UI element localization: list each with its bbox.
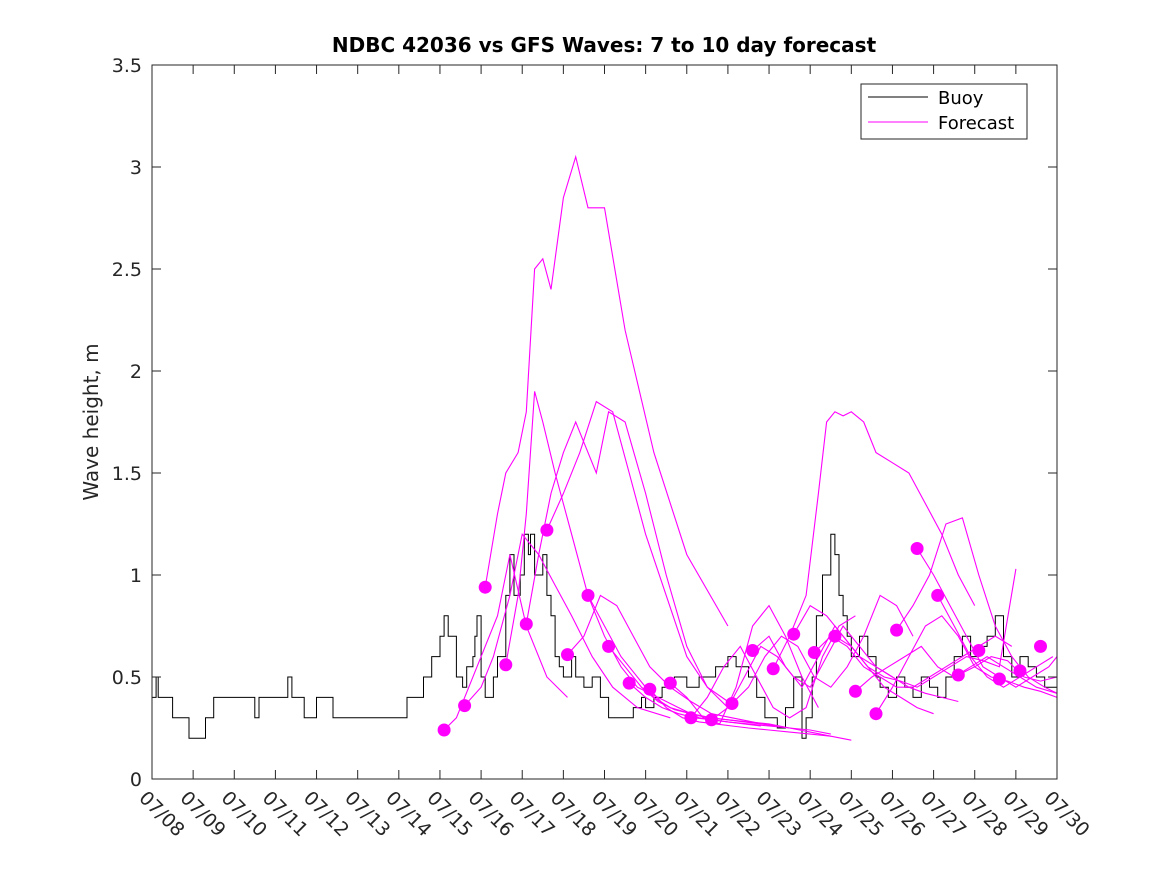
forecast-marker-23 bbox=[890, 623, 904, 637]
x-tick-label-13: 07/21 bbox=[669, 787, 723, 841]
forecast-marker-13 bbox=[684, 711, 698, 725]
x-tick-label-17: 07/25 bbox=[834, 787, 888, 841]
x-tick-label-3: 07/11 bbox=[258, 787, 312, 841]
forecast-series-line-7 bbox=[567, 594, 774, 727]
forecast-marker-22 bbox=[869, 707, 883, 721]
y-axis-label: Wave height, m bbox=[79, 343, 103, 500]
x-tick-label-12: 07/20 bbox=[628, 787, 682, 841]
x-tick-label-15: 07/23 bbox=[751, 787, 805, 841]
x-tick-label-5: 07/13 bbox=[340, 787, 394, 841]
legend-box bbox=[860, 83, 1028, 140]
forecast-marker-2 bbox=[458, 699, 472, 713]
chart-title: NDBC 42036 vs GFS Waves: 7 to 10 day for… bbox=[332, 33, 877, 57]
x-tick-label-16: 07/24 bbox=[793, 787, 847, 841]
forecast-series-line-23 bbox=[896, 517, 1058, 694]
forecast-series-line-24 bbox=[916, 548, 1058, 688]
forecast-series-line-3 bbox=[484, 154, 729, 627]
forecast-marker-4 bbox=[499, 658, 513, 672]
x-tick-label-19: 07/27 bbox=[916, 787, 970, 841]
y-tick-label-3: 1.5 bbox=[112, 463, 142, 485]
forecast-marker-29 bbox=[1013, 664, 1027, 678]
y-tick-label-1: 0.5 bbox=[112, 667, 142, 689]
forecast-marker-18 bbox=[787, 627, 801, 641]
forecast-marker-9 bbox=[602, 639, 616, 653]
forecast-series-line-20 bbox=[834, 568, 1017, 688]
forecast-marker-27 bbox=[972, 644, 986, 657]
forecast-marker-14 bbox=[705, 713, 718, 727]
forecast-marker-26 bbox=[951, 668, 965, 682]
forecast-series-line-26 bbox=[958, 656, 1058, 682]
x-tick-label-11: 07/19 bbox=[587, 787, 641, 841]
forecast-series-line-14 bbox=[711, 625, 893, 721]
forecast-marker-5 bbox=[519, 617, 533, 631]
forecast-marker-10 bbox=[622, 676, 636, 690]
forecast-marker-1 bbox=[437, 723, 451, 737]
forecast-series-line-10 bbox=[628, 682, 831, 735]
forecast-series-line-2 bbox=[464, 532, 671, 719]
forecast-marker-16 bbox=[746, 644, 760, 657]
forecast-marker-7 bbox=[561, 648, 574, 662]
forecast-series-line-11 bbox=[649, 688, 831, 737]
forecast-series-line-17 bbox=[772, 411, 976, 670]
y-axis: 0 0.5 1 1.5 2 2.5 3 3.5 bbox=[112, 55, 1057, 791]
legend: Buoy Forecast bbox=[860, 83, 1028, 140]
x-tick-label-2: 07/10 bbox=[217, 787, 271, 841]
x-tick-label-10: 07/18 bbox=[546, 787, 600, 841]
forecast-marker-15 bbox=[725, 697, 739, 710]
x-tick-label-0: 07/08 bbox=[134, 787, 188, 841]
forecast-series-line-22 bbox=[875, 615, 1058, 714]
forecast-marker-12 bbox=[663, 676, 677, 690]
y-tick-label-2: 1 bbox=[130, 565, 142, 587]
forecast-marker-21 bbox=[848, 684, 862, 698]
y-tick-label-5: 2.5 bbox=[112, 259, 142, 281]
x-tick-label-22: 07/30 bbox=[1039, 787, 1093, 841]
x-tick-label-20: 07/28 bbox=[957, 787, 1011, 841]
x-tick-label-1: 07/09 bbox=[176, 787, 230, 841]
forecast-marker-24 bbox=[910, 542, 924, 555]
plot-background bbox=[152, 65, 1057, 779]
forecast-series-line-18 bbox=[793, 604, 959, 703]
x-tick-label-14: 07/22 bbox=[710, 787, 764, 841]
forecast-series-line-12 bbox=[669, 604, 819, 725]
legend-buoy-label: Buoy bbox=[938, 88, 984, 109]
forecast-series-line-13 bbox=[690, 615, 856, 719]
forecast-series-line-5 bbox=[525, 410, 729, 708]
forecast-marker-6 bbox=[540, 523, 554, 537]
forecast-marker-30 bbox=[1034, 639, 1047, 653]
forecast-marker-8 bbox=[581, 588, 595, 602]
legend-forecast-label: Forecast bbox=[938, 113, 1014, 134]
forecast-marker-17 bbox=[766, 662, 780, 676]
forecast-marker-28 bbox=[992, 672, 1006, 686]
forecast-marker-layer bbox=[437, 523, 1047, 737]
y-tick-label-6: 3 bbox=[130, 157, 142, 179]
y-tick-label-0: 0 bbox=[130, 769, 142, 791]
x-tick-label-7: 07/15 bbox=[422, 787, 476, 841]
forecast-series-line-15 bbox=[731, 594, 914, 704]
forecast-marker-20 bbox=[828, 629, 842, 643]
forecast-series-line-6 bbox=[546, 400, 729, 702]
x-tick-label-9: 07/17 bbox=[505, 787, 559, 841]
x-tick-label-18: 07/26 bbox=[875, 787, 929, 841]
x-tick-label-8: 07/16 bbox=[464, 787, 518, 841]
x-tick-label-6: 07/14 bbox=[381, 787, 435, 841]
x-tick-label-21: 07/29 bbox=[998, 787, 1052, 841]
forecast-marker-11 bbox=[643, 682, 657, 696]
forecast-marker-19 bbox=[807, 646, 821, 659]
y-tick-label-4: 2 bbox=[130, 361, 142, 383]
x-tick-label-4: 07/12 bbox=[299, 787, 353, 841]
forecast-marker-3 bbox=[478, 580, 492, 594]
forecast-marker-25 bbox=[931, 588, 945, 602]
y-tick-label-7: 3.5 bbox=[112, 55, 142, 77]
